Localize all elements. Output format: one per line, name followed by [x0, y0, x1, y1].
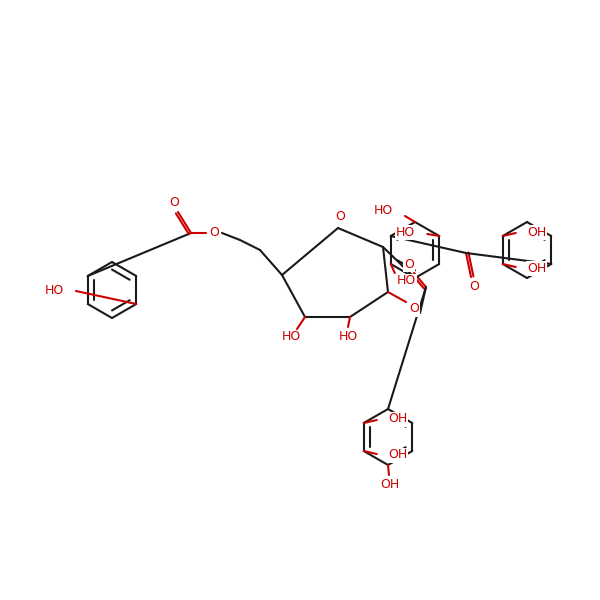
Text: HO: HO — [374, 203, 393, 217]
Text: HO: HO — [45, 284, 64, 298]
Text: O: O — [335, 211, 345, 223]
Text: OH: OH — [380, 478, 400, 491]
Text: O: O — [209, 226, 219, 239]
Text: O: O — [404, 257, 414, 271]
Text: HO: HO — [281, 331, 301, 343]
Text: O: O — [169, 196, 179, 208]
Text: O: O — [409, 302, 419, 316]
Text: OH: OH — [527, 226, 546, 238]
Text: OH: OH — [527, 262, 546, 275]
Text: OH: OH — [388, 449, 407, 461]
Text: OH: OH — [388, 413, 407, 425]
Text: HO: HO — [397, 275, 416, 287]
Text: HO: HO — [396, 226, 415, 238]
Text: O: O — [469, 280, 479, 293]
Text: HO: HO — [338, 331, 358, 343]
